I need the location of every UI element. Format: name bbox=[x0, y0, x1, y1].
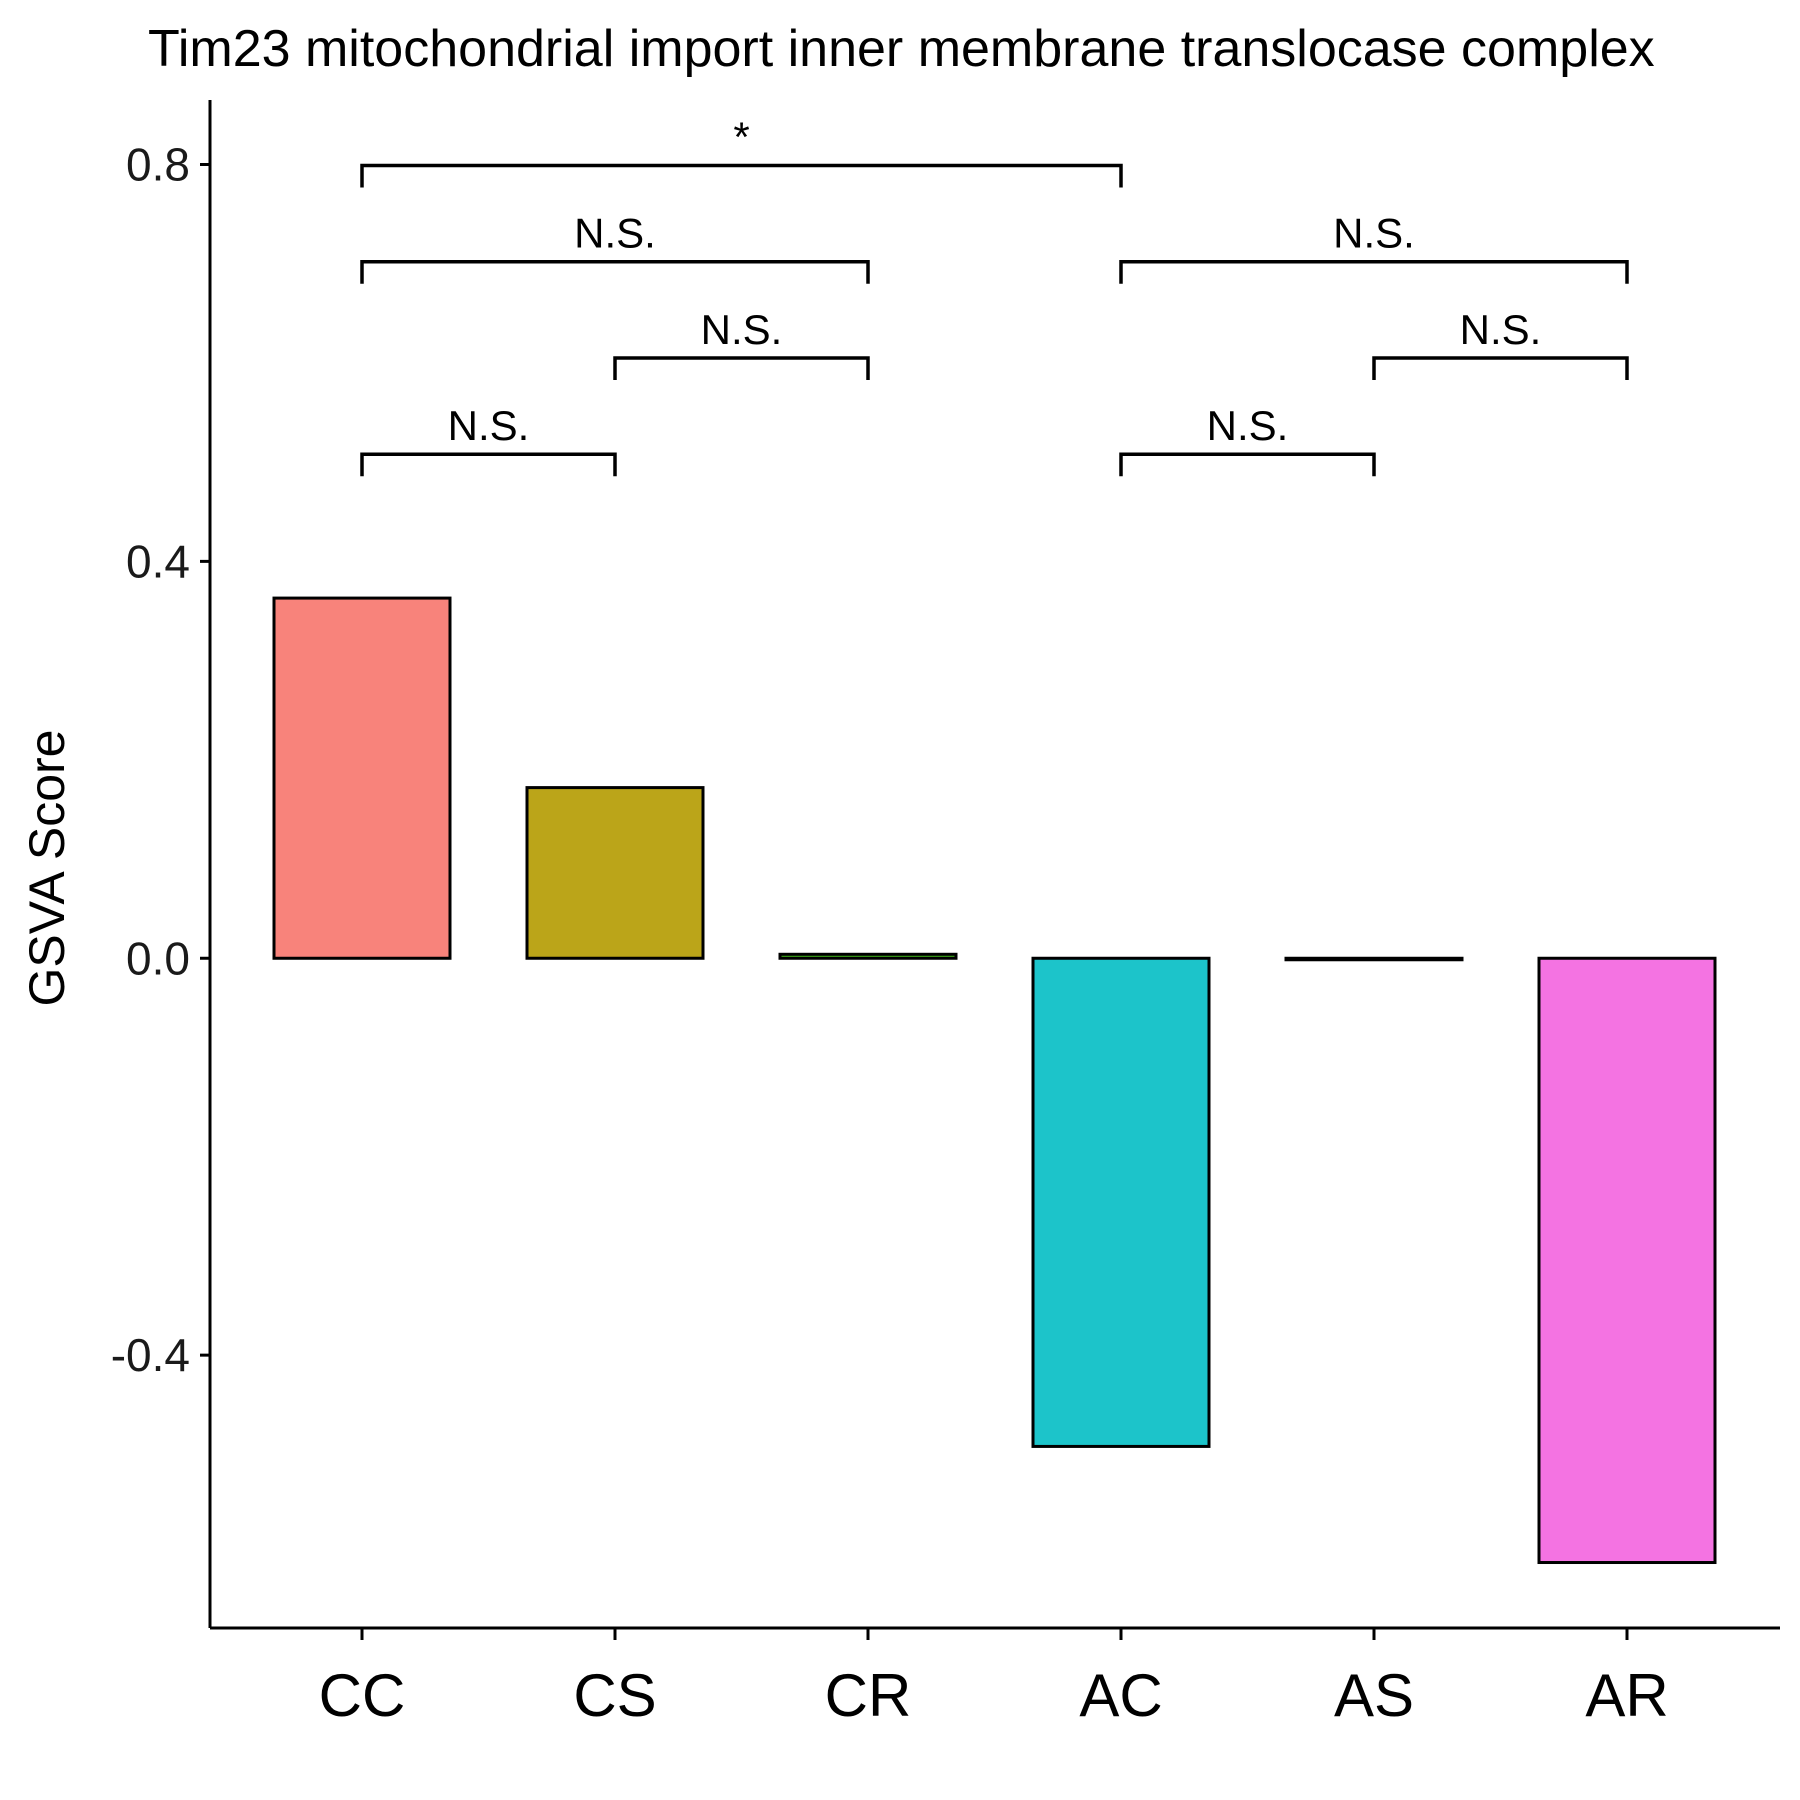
y-tick-label: 0.4 bbox=[126, 535, 190, 587]
axes: 0.8 0.4 0.0 -0.4 CC CS CR AC AS AR bbox=[111, 100, 1780, 1729]
bracket-cc-cs bbox=[360, 452, 617, 477]
y-tick-label: 0.0 bbox=[126, 932, 190, 984]
bar-cr bbox=[778, 952, 958, 960]
x-tick-label-cc: CC bbox=[319, 1662, 406, 1729]
bar-ac bbox=[1031, 956, 1211, 1448]
y-tick-label: 0.8 bbox=[126, 138, 190, 190]
bar-cc bbox=[272, 596, 452, 960]
y-axis-label: GSVA Score bbox=[19, 730, 75, 1007]
x-tick-label-ac: AC bbox=[1079, 1662, 1162, 1729]
significance-label-cc-cs: N.S. bbox=[448, 402, 530, 449]
bracket-ac-as bbox=[1119, 452, 1376, 477]
bar-cs bbox=[525, 786, 705, 960]
significance-label-cc-ac: * bbox=[733, 113, 749, 160]
bars-layer bbox=[272, 596, 1717, 1565]
bar-as bbox=[1284, 956, 1464, 962]
bracket-cs-cr bbox=[613, 356, 870, 380]
significance-brackets: N.S. N.S. N.S. * N.S. N.S. N.S. bbox=[360, 113, 1629, 477]
significance-label-ac-ar: N.S. bbox=[1333, 210, 1415, 257]
significance-label-cc-cr: N.S. bbox=[574, 210, 656, 257]
significance-label-ac-as: N.S. bbox=[1207, 402, 1289, 449]
x-tick-label-ar: AR bbox=[1585, 1662, 1668, 1729]
x-tick-label-as: AS bbox=[1334, 1662, 1414, 1729]
x-tick-label-cr: CR bbox=[825, 1662, 912, 1729]
bracket-as-ar bbox=[1372, 356, 1629, 380]
chart-title: Tim23 mitochondrial import inner membran… bbox=[148, 20, 1655, 78]
y-tick-label: -0.4 bbox=[111, 1329, 190, 1381]
bracket-cc-cr bbox=[360, 259, 870, 284]
bracket-ac-ar bbox=[1119, 259, 1629, 284]
bar-ar bbox=[1537, 956, 1717, 1565]
x-tick-label-cs: CS bbox=[573, 1662, 656, 1729]
significance-label-cs-cr: N.S. bbox=[701, 306, 783, 353]
bracket-cc-ac bbox=[360, 163, 1123, 188]
significance-label-as-ar: N.S. bbox=[1460, 306, 1542, 353]
